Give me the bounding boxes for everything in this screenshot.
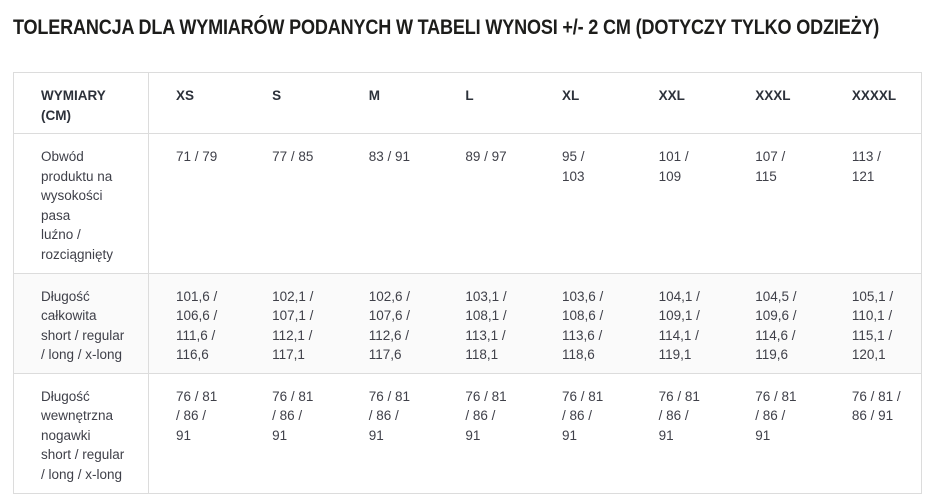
row-label: Długość wewnętrzna nogawki short / regul… bbox=[13, 372, 149, 494]
table-cell: 101,6 / 106,6 / 111,6 / 116,6 bbox=[148, 272, 246, 374]
table-cell: 76 / 81 / 86 / 91 bbox=[824, 372, 922, 494]
size-chart-table: WYMIARY (CM) XS S M L XL XXL XXXL XXXXL … bbox=[13, 72, 922, 494]
column-header-xxxxl: XXXXL bbox=[851, 88, 897, 103]
column-header-xl: XL bbox=[562, 88, 580, 103]
table-cell: 71 / 79 bbox=[148, 133, 246, 273]
row-label: Długość całkowita short / regular / long… bbox=[13, 272, 149, 374]
table-cell: 103,6 / 108,6 / 113,6 / 118,6 bbox=[535, 272, 632, 374]
table-row-total-length: Długość całkowita short / regular / long… bbox=[13, 272, 922, 374]
column-header-xxl: XXL bbox=[658, 88, 685, 103]
column-header-l: L bbox=[465, 88, 474, 103]
table-cell: 89 / 97 bbox=[438, 133, 535, 273]
table-row-waist-circumference: Obwód produktu na wysokości pasa luźno /… bbox=[13, 133, 922, 273]
table-cell: 105,1 / 110,1 / 115,1 / 120,1 bbox=[824, 272, 922, 374]
column-header-m: M bbox=[368, 88, 380, 103]
table-cell: 76 / 81 / 86 / 91 bbox=[438, 372, 535, 494]
table-cell: 102,6 / 107,6 / 112,6 / 117,6 bbox=[341, 272, 439, 374]
table-cell: 76 / 81 / 86 / 91 bbox=[728, 372, 825, 494]
table-cell: 104,1 / 109,1 / 114,1 / 119,1 bbox=[631, 272, 729, 374]
column-header-s: S bbox=[272, 88, 282, 103]
size-chart-page: TOLERANCJA DLA WYMIARÓW PODANYCH W TABEL… bbox=[13, 16, 922, 494]
table-cell: 103,1 / 108,1 / 113,1 / 118,1 bbox=[438, 272, 535, 374]
column-header-xs: XS bbox=[176, 88, 195, 103]
row-label: Obwód produktu na wysokości pasa luźno /… bbox=[13, 133, 149, 273]
table-row-inner-leg-length: Długość wewnętrzna nogawki short / regul… bbox=[13, 372, 922, 494]
table-cell: 76 / 81 / 86 / 91 bbox=[631, 372, 729, 494]
table-cell: 95 / 103 bbox=[535, 133, 632, 273]
table-cell: 76 / 81 / 86 / 91 bbox=[148, 372, 246, 494]
column-header-xxxl: XXXL bbox=[755, 88, 791, 103]
table-cell: 76 / 81 / 86 / 91 bbox=[341, 372, 439, 494]
table-cell: 101 / 109 bbox=[631, 133, 729, 273]
table-cell: 77 / 85 bbox=[245, 133, 342, 273]
table-cell: 76 / 81 / 86 / 91 bbox=[535, 372, 632, 494]
table-cell: 102,1 / 107,1 / 112,1 / 117,1 bbox=[245, 272, 342, 374]
column-header-dimensions: WYMIARY (CM) bbox=[13, 72, 149, 134]
table-cell: 104,5 / 109,6 / 114,6 / 119,6 bbox=[728, 272, 825, 374]
table-cell: 83 / 91 bbox=[341, 133, 439, 273]
table-cell: 107 / 115 bbox=[728, 133, 825, 273]
table-cell: 113 / 121 bbox=[824, 133, 922, 273]
table-cell: 76 / 81 / 86 / 91 bbox=[245, 372, 342, 494]
header-row: WYMIARY (CM) XS S M L XL XXL XXXL XXXXL bbox=[13, 72, 922, 134]
page-title: TOLERANCJA DLA WYMIARÓW PODANYCH W TABEL… bbox=[13, 16, 880, 39]
